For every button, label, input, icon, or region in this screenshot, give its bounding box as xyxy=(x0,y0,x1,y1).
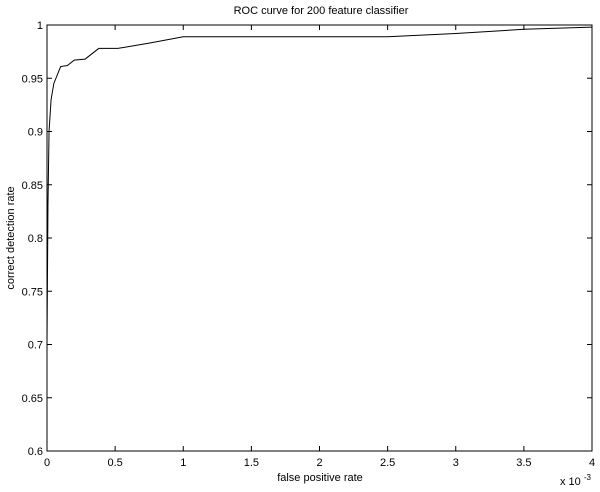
x-tick-label: 0.5 xyxy=(107,457,122,469)
y-tick-label: 1 xyxy=(37,20,43,32)
roc-curve-line xyxy=(46,26,593,345)
chart-title: ROC curve for 200 feature classifier xyxy=(234,5,409,17)
x-tick-label: 4 xyxy=(589,457,595,469)
y-tick-label: 0.95 xyxy=(22,73,43,85)
x-axis-multiplier-base: x 10 xyxy=(560,476,581,488)
x-axis-label: false positive rate xyxy=(277,472,363,484)
x-tick-label: 3 xyxy=(453,457,459,469)
x-tick-label: 0 xyxy=(44,457,50,469)
plot-area xyxy=(46,24,593,452)
y-axis-ticks: 0.6 0.65 0.7 0.75 0.8 0.85 0.9 0.95 1 xyxy=(22,20,592,458)
x-tick-label: 1 xyxy=(180,457,186,469)
y-tick-label: 0.6 xyxy=(28,446,43,458)
x-tick-label: 1.5 xyxy=(244,457,259,469)
y-tick-label: 0.8 xyxy=(28,233,43,245)
x-tick-label: 2.5 xyxy=(380,457,395,469)
y-tick-label: 0.65 xyxy=(22,393,43,405)
y-tick-label: 0.85 xyxy=(22,180,43,192)
y-axis-label: correct detection rate xyxy=(5,186,17,289)
x-axis-multiplier-exponent: -3 xyxy=(584,473,592,482)
series-layer xyxy=(46,26,593,345)
x-tick-label: 3.5 xyxy=(516,457,531,469)
y-tick-label: 0.75 xyxy=(22,286,43,298)
x-axis-multiplier: x 10 -3 xyxy=(560,473,592,488)
y-tick-label: 0.7 xyxy=(28,340,43,352)
x-axis-ticks: 0 0.5 1 1.5 2 2.5 3 3.5 4 xyxy=(44,25,595,469)
y-tick-label: 0.9 xyxy=(28,127,43,139)
x-tick-label: 2 xyxy=(316,457,322,469)
